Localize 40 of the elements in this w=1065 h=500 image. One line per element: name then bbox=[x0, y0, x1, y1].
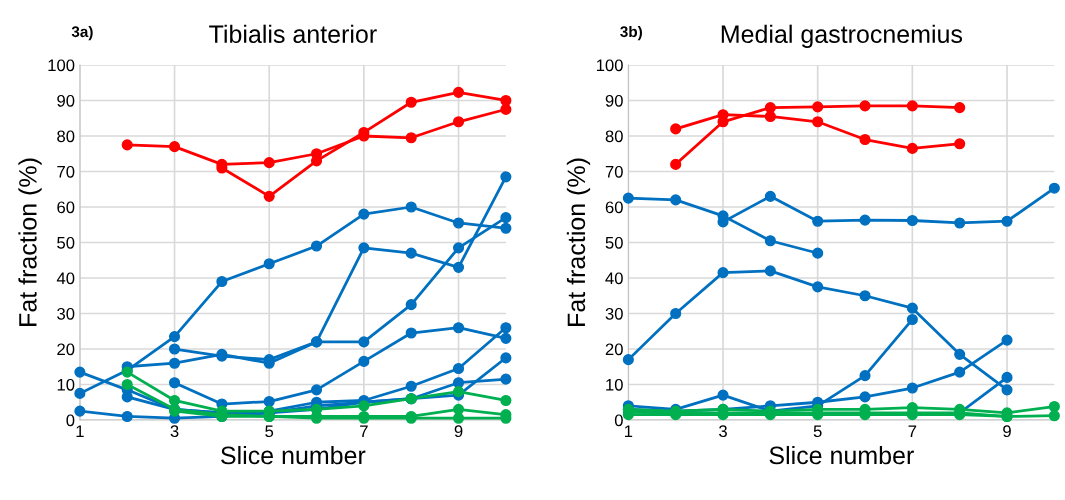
y-tick-label: 20 bbox=[57, 343, 75, 356]
x-axis-title: Slice number bbox=[221, 445, 366, 465]
y-tick-label: 40 bbox=[56, 272, 75, 285]
y-tick-label: 90 bbox=[57, 94, 75, 107]
text: 3b) bbox=[620, 25, 642, 41]
x-axis-title: Slice number bbox=[769, 445, 914, 465]
x-tick-label: 5 bbox=[813, 425, 822, 438]
x-tick-label: 3 bbox=[719, 425, 727, 438]
y-tick-label: 0 bbox=[66, 414, 75, 427]
x-tick-label: 7 bbox=[360, 425, 368, 437]
x-tick-label: 9 bbox=[1003, 425, 1011, 438]
y-axis-title: Fat fraction (%) bbox=[566, 158, 591, 326]
y-tick-label: 100 bbox=[48, 59, 75, 72]
x-tick-label: 7 bbox=[908, 425, 917, 437]
y-tick-label: 40 bbox=[605, 272, 623, 285]
y-tick-label: 20 bbox=[605, 343, 623, 356]
x-tick-label: 5 bbox=[265, 425, 274, 438]
y-axis-title: Fat fraction (%) bbox=[18, 158, 42, 326]
x-tick-label: 1 bbox=[624, 425, 633, 437]
y-tick-label: 0 bbox=[614, 414, 623, 427]
y-tick-label: 90 bbox=[605, 94, 623, 107]
y-tick-label: 10 bbox=[606, 378, 623, 391]
y-tick-label: 80 bbox=[605, 130, 623, 143]
x-tick-label: 1 bbox=[76, 425, 84, 437]
y-tick-label: 100 bbox=[596, 59, 623, 72]
y-tick-label: 70 bbox=[57, 165, 75, 178]
y-tick-label: 50 bbox=[57, 236, 75, 249]
x-tick-label: 3 bbox=[170, 425, 179, 438]
y-tick-label: 30 bbox=[57, 307, 75, 320]
x-tick-label: 9 bbox=[454, 425, 463, 438]
y-tick-label: 30 bbox=[605, 307, 623, 320]
y-tick-label: 60 bbox=[605, 201, 623, 214]
text: 3a) bbox=[71, 25, 93, 41]
chart-title: Tibialis anterior bbox=[209, 24, 377, 44]
y-tick-label: 80 bbox=[57, 130, 75, 143]
y-tick-label: 10 bbox=[57, 378, 75, 391]
y-tick-label: 70 bbox=[605, 165, 623, 178]
chart-title: Medial gastrocnemius bbox=[721, 24, 963, 48]
y-tick-label: 50 bbox=[605, 236, 623, 249]
y-tick-label: 60 bbox=[57, 201, 75, 214]
